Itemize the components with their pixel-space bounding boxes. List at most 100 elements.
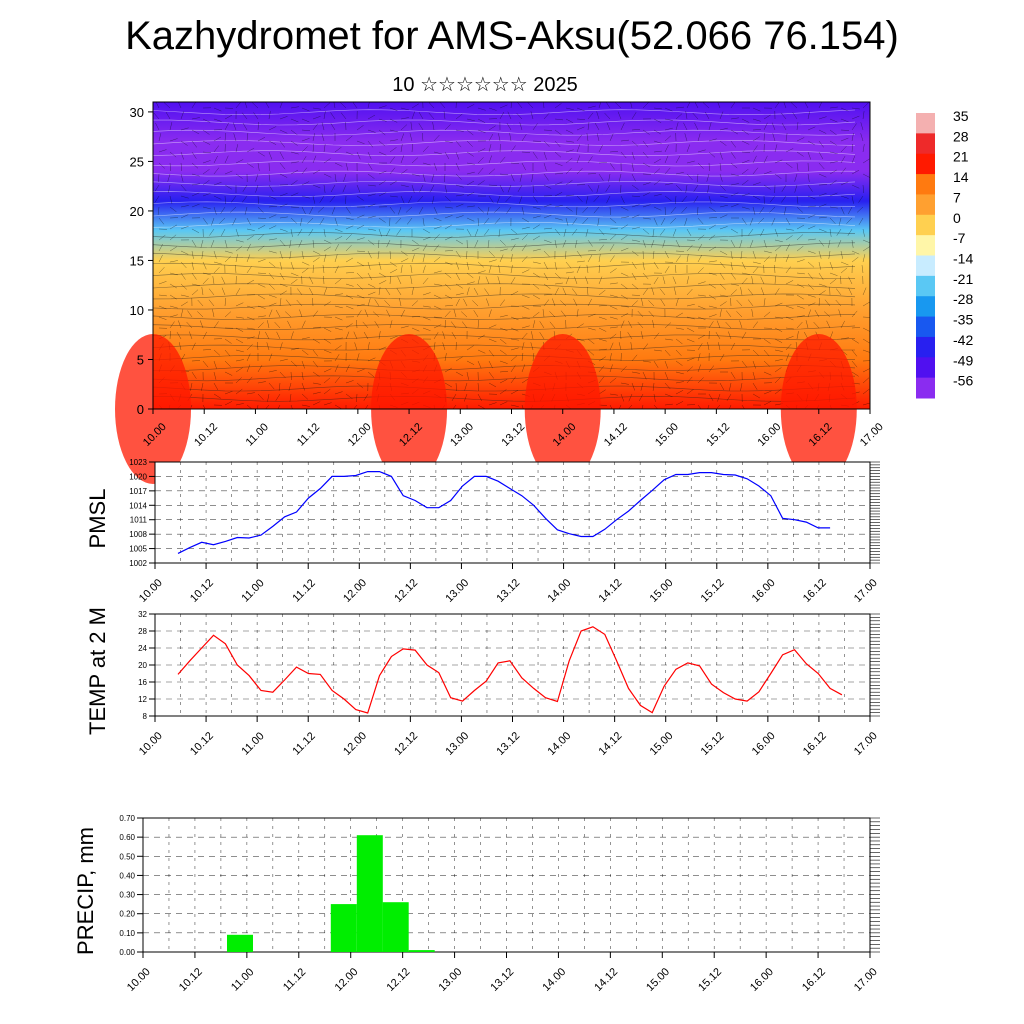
wind-barb: [587, 112, 594, 120]
wind-barb: [241, 195, 248, 203]
wind-barb: [659, 288, 666, 296]
wind-barb: [444, 367, 453, 373]
wind-barb: [818, 192, 827, 197]
wind-barb: [642, 182, 651, 186]
wind-barb: [334, 354, 340, 362]
wind-barb: [796, 283, 805, 288]
colorbar-swatch: [916, 235, 935, 256]
wind-barb: [378, 261, 382, 270]
wind-barb: [675, 338, 683, 345]
wind-barb: [274, 321, 281, 329]
wind-barb: [257, 245, 265, 252]
x-tick-label: 15.00: [644, 966, 672, 994]
wind-barb: [752, 118, 761, 122]
wind-barb: [257, 272, 267, 274]
wind-barb: [686, 327, 695, 332]
wind-barb: [598, 305, 608, 307]
wind-barb: [418, 123, 424, 131]
wind-barb: [356, 125, 364, 131]
wind-barb: [642, 129, 650, 135]
wind-barb: [345, 217, 354, 221]
wind-barb: [411, 247, 420, 252]
wind-barb: [246, 392, 255, 395]
wind-barb: [730, 297, 732, 307]
wind-barb: [312, 360, 319, 368]
wind-barb: [851, 143, 853, 153]
wind-barb: [235, 254, 238, 263]
wind-barb: [213, 261, 222, 265]
wind-barb: [774, 159, 783, 164]
colorbar-label: -21: [953, 271, 973, 287]
wind-barb: [255, 173, 259, 182]
wind-barb: [862, 254, 866, 263]
wind-barb: [796, 151, 804, 157]
wind-barb: [521, 269, 530, 274]
wind-barb: [154, 195, 160, 203]
wind-barb: [576, 260, 585, 263]
wind-barb: [499, 173, 509, 176]
wind-barb: [345, 234, 352, 241]
wind-barb: [486, 298, 490, 307]
wind-barb: [312, 326, 321, 329]
x-tick-label: 11.00: [244, 421, 271, 448]
wind-barb: [191, 272, 197, 280]
wind-barb: [587, 239, 593, 247]
wind-barb: [780, 112, 787, 120]
wind-barb: [477, 180, 485, 186]
wind-barb: [796, 195, 799, 204]
wind-barb: [741, 206, 750, 210]
wind-barb: [532, 248, 541, 252]
wind-barb: [169, 151, 177, 158]
wind-barb: [660, 299, 666, 307]
wind-barb: [455, 261, 460, 270]
wind-barb: [824, 311, 831, 318]
wind-barb: [265, 331, 270, 340]
wind-barb: [818, 228, 827, 233]
wind-barb: [202, 151, 212, 154]
wind-barb: [586, 286, 589, 296]
wind-barb: [587, 184, 593, 192]
wind-barb: [637, 321, 644, 329]
wind-barb: [488, 133, 494, 142]
wind-barb: [378, 228, 382, 237]
colorbar-swatch: [916, 296, 935, 318]
wind-barb: [532, 235, 541, 241]
x-tick-label: 15.00: [648, 577, 676, 605]
wind-barb: [158, 294, 167, 297]
wind-barb: [367, 291, 376, 296]
wind-barb: [290, 106, 299, 109]
wind-barb: [510, 355, 518, 362]
wind-barb: [202, 129, 210, 135]
colorbar-swatch: [916, 174, 935, 195]
wind-barb: [312, 169, 321, 175]
wind-barb: [576, 134, 583, 142]
wind-barb: [807, 261, 815, 268]
wind-barb: [246, 327, 255, 330]
wind-barb: [840, 146, 847, 153]
wind-barb: [664, 195, 672, 202]
colorbar-label: 7: [953, 189, 961, 205]
wind-barb: [378, 287, 381, 296]
wind-barb: [487, 239, 490, 248]
wind-barb: [785, 336, 794, 340]
wind-barb: [719, 353, 725, 362]
wind-barb: [707, 342, 710, 351]
wind-barb: [730, 129, 739, 135]
wind-barb: [609, 316, 618, 320]
wind-barb: [235, 287, 241, 296]
wind-barb: [862, 228, 865, 237]
wind-barb: [617, 111, 622, 120]
wind-barb: [488, 259, 497, 263]
wind-barb: [224, 132, 227, 142]
wind-barb: [356, 393, 358, 403]
colorbar-swatch: [916, 214, 935, 236]
wind-barb: [312, 123, 319, 131]
wind-barb: [410, 276, 413, 285]
wind-barb: [485, 276, 490, 285]
wind-barb: [653, 332, 660, 340]
wind-barb: [477, 334, 486, 340]
wind-barb: [543, 227, 553, 230]
wind-barb: [244, 102, 248, 109]
wind-barb: [279, 283, 288, 287]
wind-barb: [466, 192, 475, 197]
